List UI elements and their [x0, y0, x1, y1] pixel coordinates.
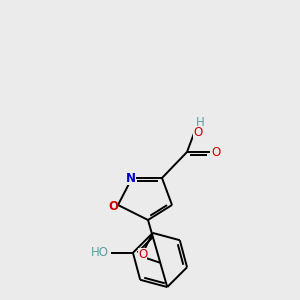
Text: O: O	[108, 200, 118, 212]
Text: O: O	[194, 125, 202, 139]
Text: H: H	[196, 116, 204, 128]
Text: O: O	[138, 248, 147, 262]
Text: HO: HO	[91, 246, 109, 259]
Text: O: O	[212, 146, 220, 158]
Text: N: N	[126, 172, 136, 184]
